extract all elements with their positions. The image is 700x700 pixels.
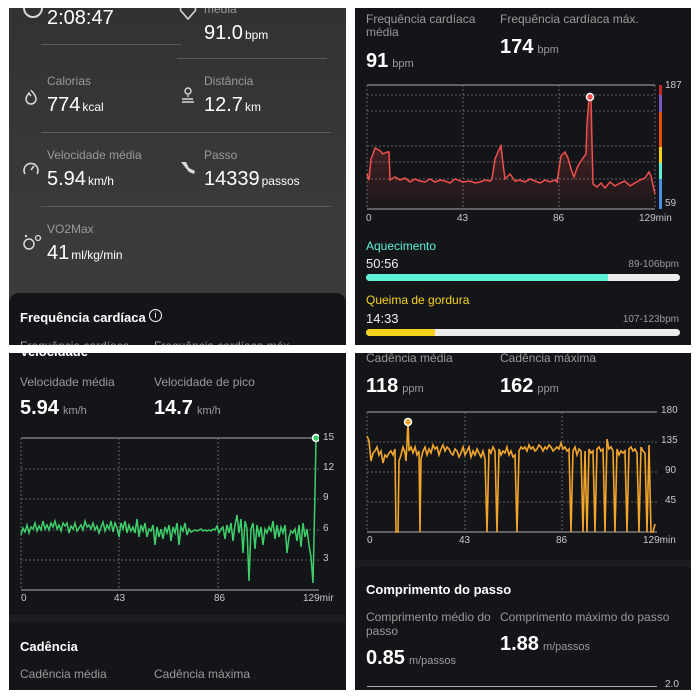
cadence-max-value: 162 ppm <box>500 375 559 397</box>
zone-warmup-name: Aquecimento <box>366 239 437 253</box>
speed-x-tick-2: 86 <box>214 593 226 604</box>
vo2max-value: 41 ml/kg/min <box>47 242 123 264</box>
steps-label: Passo <box>204 148 238 162</box>
hr-x-tick-2: 86 <box>553 213 565 224</box>
zone-warmup-time: 50:56 <box>366 256 399 271</box>
cadence-avg-label: Cadência média <box>366 353 453 365</box>
divider <box>177 58 327 59</box>
vo2max-label: VO2Max <box>47 222 94 236</box>
zone-fatburn-range: 107-123bpm <box>622 314 679 325</box>
stride-max-label: Comprimento máximo do passo <box>500 610 670 624</box>
stride-y-top: 2.0 <box>665 679 679 690</box>
cadence-section-title: Cadência <box>20 639 78 654</box>
cadence-max-label: Cadência máxima <box>500 353 597 365</box>
speedometer-icon <box>23 162 39 175</box>
info-icon[interactable]: i <box>149 309 162 322</box>
hr-y-max: 187 <box>665 80 682 91</box>
heart-rate-value: 91.0 bpm <box>204 22 269 44</box>
workout-summary-panel: 2:08:47 média 91.0 bpm Calorias 774 kcal D… <box>9 8 346 345</box>
speed-peak-value: 14.7 km/h <box>154 397 221 419</box>
heart-rate-section: Frequência cardíaca i Frequência cardíac… <box>9 293 346 345</box>
hr-avg-label-line2: média <box>366 25 399 39</box>
zone-fatburn-name: Queima de gordura <box>366 293 470 307</box>
speed-avg-label: Velocidade média <box>20 375 115 389</box>
speed-section-title: Velocidade <box>20 353 88 359</box>
hr-y-min: 59 <box>665 198 677 209</box>
hr-max-value: 174 bpm <box>500 36 559 58</box>
speed-avg-value: 5.94 km/h <box>20 397 87 419</box>
cadence-y-tick-45: 45 <box>665 495 677 506</box>
cadence-x-tick-2: 86 <box>556 535 568 546</box>
speed-chart[interactable] <box>19 433 319 593</box>
hr-max-label: Frequência cardíaca máx. <box>154 339 293 345</box>
cadence-x-tick-3: 129min <box>643 535 676 546</box>
heart-rate-label: média <box>204 8 237 16</box>
timer-icon <box>23 8 43 18</box>
stride-avg-label-line2: passo <box>366 624 399 638</box>
shoe-icon <box>181 162 195 174</box>
hr-avg-value: 91 bpm <box>366 50 414 72</box>
zone-fatburn-time: 14:33 <box>366 311 399 326</box>
speed-x-tick-0: 0 <box>21 593 27 604</box>
avg-speed-value: 5.94 km/h <box>47 168 114 190</box>
speed-peak-label: Velocidade de pico <box>154 375 255 389</box>
speed-x-tick-3: 129mir <box>303 593 334 604</box>
speed-y-tick-12: 12 <box>323 462 335 473</box>
speed-y-tick-3: 3 <box>323 553 329 564</box>
cadence-chart[interactable] <box>365 411 665 536</box>
stride-avg-label: Comprimento médio do <box>366 610 491 624</box>
cadence-avg-value: 118 ppm <box>366 375 424 397</box>
speed-y-tick-6: 6 <box>323 523 329 534</box>
heart-icon <box>179 8 197 21</box>
cadence-panel: Cadência média 118 ppm Cadência máxima 16… <box>355 353 691 690</box>
heart-rate-section-title: Frequência cardíaca <box>20 310 146 325</box>
vo2-bubbles-icon <box>23 234 42 250</box>
stride-max-value: 1.88 m/passos <box>500 633 591 655</box>
stride-section-title: Comprimento do passo <box>366 582 512 597</box>
zone-fatburn-bar <box>366 329 680 336</box>
distance-value: 12.7 km <box>204 94 261 116</box>
calories-value: 774 kcal <box>47 94 104 116</box>
cadence-max-label: Cadência máxima <box>154 667 251 681</box>
cadence-y-tick-180: 180 <box>661 405 678 416</box>
cadence-x-tick-0: 0 <box>367 535 373 546</box>
zone-warmup-range: 89-106bpm <box>628 259 679 270</box>
hr-avg-label: Frequência cardíaca <box>20 339 129 345</box>
hr-x-tick-1: 43 <box>457 213 469 224</box>
section-separator <box>355 560 691 567</box>
hr-max-label: Frequência cardíaca máx. <box>500 12 639 26</box>
stride-chart-top-line <box>367 686 657 687</box>
distance-label: Distância <box>204 74 254 88</box>
heart-rate-panel: Frequência cardíaca média 91 bpm Frequênc… <box>355 8 691 345</box>
cadence-y-tick-90: 90 <box>665 465 677 476</box>
stride-avg-value: 0.85 m/passos <box>366 647 457 669</box>
calories-label: Calorias <box>47 74 92 88</box>
hr-x-tick-0: 0 <box>366 213 372 224</box>
cadence-y-tick-135: 135 <box>661 435 678 446</box>
hr-avg-label: Frequência cardíaca <box>366 12 476 26</box>
heart-rate-chart[interactable] <box>365 84 691 219</box>
zone-warmup-bar <box>366 274 680 281</box>
calories-icon <box>25 89 37 105</box>
steps-value: 14339 passos <box>204 168 300 190</box>
avg-speed-label: Velocidade média <box>47 148 142 162</box>
speed-x-tick-1: 43 <box>114 593 126 604</box>
speed-y-tick-9: 9 <box>323 492 329 503</box>
divider <box>41 44 181 45</box>
cadence-avg-label: Cadência média <box>20 667 107 681</box>
route-icon <box>182 87 194 103</box>
section-separator <box>9 615 346 622</box>
divider <box>41 206 331 207</box>
cadence-x-tick-1: 43 <box>459 535 471 546</box>
hr-x-tick-3: 129min <box>639 213 672 224</box>
duration-value: 2:08:47 <box>47 8 114 29</box>
divider <box>41 132 331 133</box>
speed-y-tick-15: 15 <box>323 432 335 443</box>
